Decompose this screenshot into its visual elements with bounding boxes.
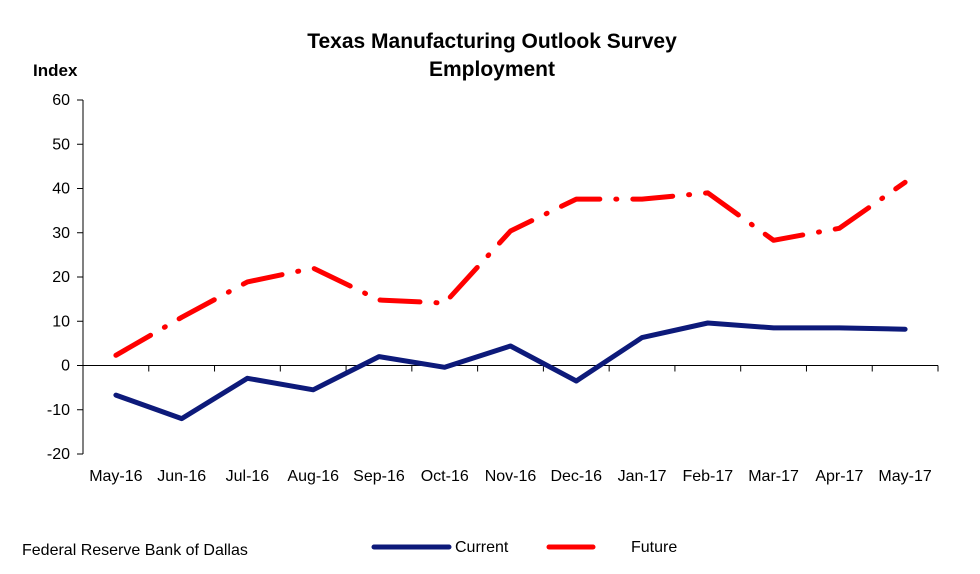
x-tick-label: Aug-16: [287, 468, 339, 485]
x-tick-label: Feb-17: [682, 468, 733, 485]
chart-subtitle: Employment: [429, 58, 555, 81]
series-line-future: [113, 179, 908, 358]
x-tick-label: Dec-16: [550, 468, 602, 485]
data-point-future: [838, 227, 841, 230]
x-tick-label: Nov-16: [485, 468, 537, 485]
x-tick-label: Mar-17: [748, 468, 799, 485]
legend-current-label: Current: [455, 539, 509, 556]
x-tick-label: Jul-16: [226, 468, 270, 485]
data-point-current: [443, 366, 446, 369]
data-point-future: [575, 198, 578, 201]
data-point-future: [312, 267, 315, 270]
legend: Current Future: [371, 539, 677, 556]
y-tick-label: 50: [52, 136, 70, 153]
data-point-current: [575, 379, 578, 382]
y-tick-label: -10: [47, 402, 70, 419]
data-point-current: [904, 328, 907, 331]
data-point-current: [246, 377, 249, 380]
y-axis-label: Index: [33, 61, 78, 80]
data-point-future: [509, 229, 512, 232]
data-point-future: [772, 239, 775, 242]
data-point-future: [443, 302, 446, 305]
data-point-future: [641, 198, 644, 201]
data-point-current: [838, 326, 841, 329]
x-tick-label: Oct-16: [421, 468, 469, 485]
data-point-current: [114, 394, 117, 397]
y-tick-label: 60: [52, 92, 70, 109]
y-tick-label: 0: [61, 358, 70, 375]
data-point-current: [772, 326, 775, 329]
data-point-future: [246, 280, 249, 283]
legend-future-label: Future: [631, 539, 677, 556]
y-tick-label: 30: [52, 225, 70, 242]
source-note: Federal Reserve Bank of Dallas: [22, 542, 248, 559]
x-tick-label: May-17: [878, 468, 931, 485]
data-point-current: [509, 345, 512, 348]
data-point-current: [180, 417, 183, 420]
series-line-current: [113, 320, 908, 422]
y-tick-label: -20: [47, 446, 70, 463]
axes: -20 -10 0 10 20 30 40 50 60 May-16 Jun-16 Jul-16 Aug…: [47, 92, 939, 485]
data-point-future: [706, 191, 709, 194]
data-point-current: [312, 388, 315, 391]
data-point-future: [114, 354, 117, 357]
x-tick-label: Sep-16: [353, 468, 405, 485]
data-point-current: [377, 355, 380, 358]
series-layer: [113, 179, 908, 422]
data-point-current: [641, 336, 644, 339]
data-point-future: [180, 316, 183, 319]
x-tick-label: Apr-17: [815, 468, 863, 485]
chart-title: Texas Manufacturing Outlook Survey: [307, 30, 677, 53]
data-point-future: [377, 299, 380, 302]
y-tick-label: 40: [52, 181, 70, 198]
y-tick-label: 20: [52, 269, 70, 286]
data-point-future: [904, 181, 907, 184]
x-tick-label: May-16: [89, 468, 142, 485]
data-point-current: [706, 322, 709, 325]
x-tick-label: Jan-17: [618, 468, 667, 485]
x-tick-label: Jun-16: [157, 468, 206, 485]
y-tick-label: 10: [52, 313, 70, 330]
